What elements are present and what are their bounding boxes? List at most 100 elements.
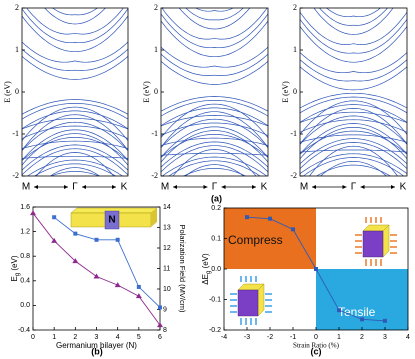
- arrow-head: [252, 185, 256, 189]
- x-label: M: [300, 182, 308, 193]
- point: [114, 282, 121, 288]
- x-tick-label: 2: [73, 334, 77, 341]
- band-curve: [161, 152, 268, 156]
- x-tick-label: -3: [244, 334, 250, 341]
- point: [115, 237, 120, 242]
- band-curve: [161, 130, 268, 163]
- y-tick-label: 0.0: [20, 302, 30, 309]
- point: [291, 227, 295, 232]
- point: [158, 305, 162, 310]
- band-curve: [22, 118, 128, 130]
- band-curve: [300, 26, 407, 63]
- y-axis-label: E (eV): [3, 81, 12, 103]
- y-axis-label-part: g: [206, 271, 212, 274]
- y-axis-label-part: (eV): [201, 253, 210, 271]
- band-curve: [22, 56, 128, 80]
- band-curve: [34, 163, 117, 176]
- y-axis-label-part: E: [10, 276, 19, 281]
- band-curve: [22, 137, 128, 161]
- band-curve: [161, 156, 268, 176]
- band-curve: [161, 107, 268, 126]
- y-tick-label: 0.2: [211, 205, 221, 212]
- band-curve: [326, 8, 381, 18]
- band-curve: [182, 168, 247, 176]
- band-curve: [300, 123, 407, 155]
- band-curve: [319, 8, 388, 26]
- region-label: Compress: [228, 233, 283, 247]
- band-curve: [49, 167, 101, 176]
- y-tick-label: 0: [154, 87, 158, 96]
- band-curve: [22, 125, 128, 139]
- band-curve: [161, 133, 268, 158]
- band-curve: [300, 96, 407, 114]
- x-tick-label: 1: [337, 334, 341, 341]
- x-tick-label: 5: [137, 334, 141, 341]
- y-tick-label: 2: [154, 3, 158, 12]
- y2-tick-label: 14: [163, 204, 171, 211]
- band-curve: [184, 164, 245, 176]
- point: [51, 237, 58, 243]
- band-curve: [161, 126, 268, 158]
- x-tick-label: 1: [52, 334, 56, 341]
- band-curve: [22, 148, 128, 176]
- band-curve: [300, 119, 407, 133]
- band-curve: [300, 115, 407, 145]
- arrow-head: [203, 185, 208, 189]
- band-curve: [300, 100, 407, 135]
- band-curve: [300, 130, 407, 155]
- x-tick-label: 6: [158, 334, 162, 341]
- point: [360, 317, 364, 322]
- band-curve: [195, 8, 234, 12]
- inset-label: N: [108, 215, 115, 226]
- y-tick-label: -1: [290, 129, 297, 138]
- y2-tick-label: 13: [163, 224, 171, 231]
- y-tick-label: 0.1: [211, 235, 221, 242]
- y2-tick-label: 11: [163, 265, 170, 272]
- arrow-head: [391, 185, 395, 189]
- x-tick-label: -4: [221, 334, 227, 341]
- band-curve: [300, 0, 407, 7]
- x-tick-label: -2: [267, 334, 273, 341]
- series-line: [53, 216, 161, 308]
- band-curve: [302, 157, 405, 176]
- x-tick-label: 3: [95, 334, 99, 341]
- band-curve: [161, 111, 268, 148]
- band-curve: [22, 102, 128, 120]
- y-tick-label: 2: [15, 3, 19, 12]
- x-label: K: [261, 182, 268, 193]
- arrow-head: [342, 185, 347, 189]
- arrow-head: [312, 185, 316, 189]
- band-curve: [35, 152, 115, 176]
- point: [73, 231, 78, 236]
- point: [157, 322, 163, 328]
- band-curve: [22, 99, 128, 115]
- y-tick-label: 1: [154, 45, 158, 54]
- band-curve: [161, 96, 268, 112]
- band-curve: [22, 15, 128, 53]
- band-curve: [22, 155, 128, 159]
- arrow-head: [34, 185, 38, 189]
- band-curve: [300, 126, 407, 160]
- x-tick-label: 3: [383, 334, 387, 341]
- point: [30, 210, 36, 216]
- band-curve: [300, 92, 407, 109]
- band-curve: [161, 137, 268, 146]
- y-axis-label-part: ΔE: [201, 274, 210, 285]
- y-tick-label: 0.4: [20, 278, 30, 285]
- panel-label: (a): [211, 193, 222, 203]
- band-curve: [22, 8, 128, 44]
- panel-label: (b): [91, 346, 103, 356]
- band-curve: [300, 134, 407, 143]
- band-curve: [50, 171, 100, 176]
- band-curve: [300, 11, 407, 45]
- band-curve: [22, 121, 128, 151]
- y-tick-label: -0.2: [209, 327, 221, 334]
- band-curve: [300, 149, 407, 153]
- arrow-head: [173, 185, 177, 189]
- arrow-head: [82, 185, 86, 189]
- y-tick-label: 0: [293, 87, 297, 96]
- point: [337, 308, 341, 313]
- band-curve: [22, 110, 128, 130]
- band-curve: [161, 61, 268, 85]
